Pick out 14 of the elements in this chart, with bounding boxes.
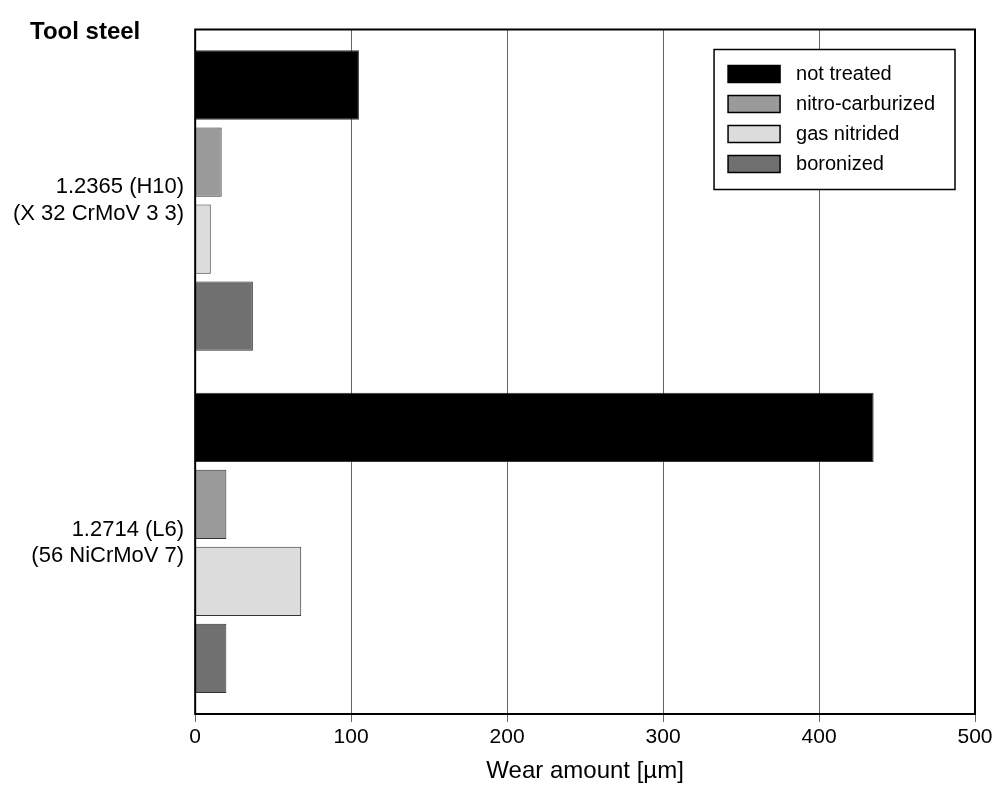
legend-label: not treated [796, 61, 892, 84]
y-tick-label: 1.2714 (L6) (56 NiCrMoV 7) [31, 515, 185, 568]
x-tick-label: 100 [333, 724, 369, 748]
x-tick-label: 300 [645, 724, 681, 748]
legend-label: boronized [796, 151, 884, 174]
x-tick-label: 0 [189, 724, 202, 748]
x-tick-label: 500 [957, 724, 993, 748]
legend-label: gas nitrided [796, 121, 900, 144]
x-axis-title: Wear amount [µm] [486, 756, 684, 784]
x-tick-label: 200 [489, 724, 525, 748]
y-tick-label: 1.2365 (H10) (X 32 CrMoV 3 3) [12, 173, 185, 225]
y-axis-title: Tool steel [30, 16, 141, 44]
x-tick-label: 400 [801, 724, 837, 748]
legend-label: nitro-carburized [796, 91, 936, 114]
